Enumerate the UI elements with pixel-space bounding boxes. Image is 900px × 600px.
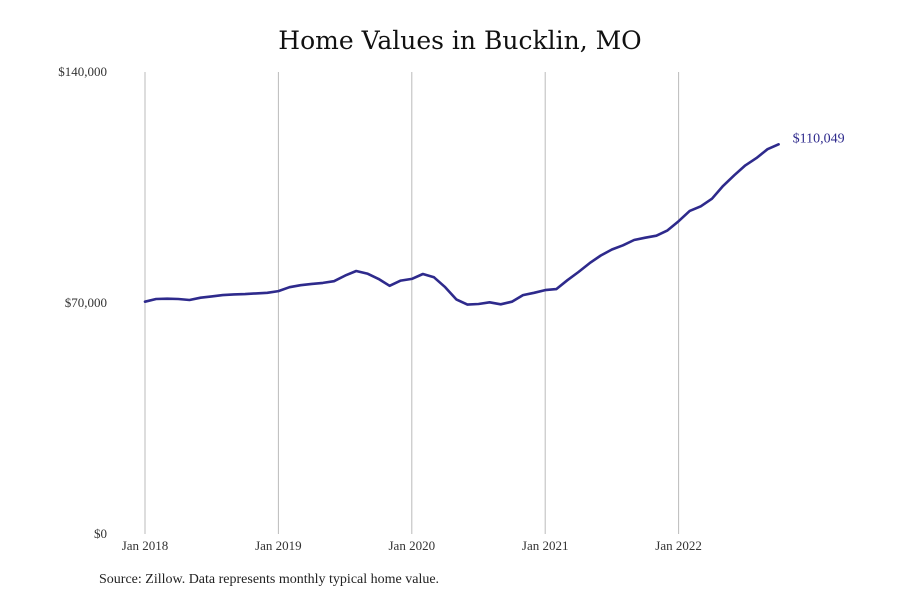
x-tick-label: Jan 2019 (255, 538, 302, 553)
y-axis-ticks: $0 $70,000 $140,000 (58, 64, 107, 541)
x-axis-ticks: Jan 2018 Jan 2019 Jan 2020 Jan 2021 Jan 2022 (122, 538, 702, 553)
source-note: Source: Zillow. Data represents monthly … (99, 572, 440, 587)
series-layer: $110,049 (143, 131, 845, 306)
y-tick-label: $140,000 (58, 64, 107, 79)
x-tick-label: Jan 2018 (122, 538, 169, 553)
series-line (143, 143, 780, 306)
chart-title: Home Values in Bucklin, MO (278, 26, 642, 55)
end-value-label: $110,049 (793, 131, 845, 146)
x-tick-label: Jan 2022 (655, 538, 702, 553)
x-tick-label: Jan 2020 (389, 538, 436, 553)
grid-lines (144, 72, 680, 534)
y-tick-label: $70,000 (65, 295, 107, 310)
x-tick-label: Jan 2021 (522, 538, 569, 553)
y-tick-label: $0 (94, 526, 107, 541)
